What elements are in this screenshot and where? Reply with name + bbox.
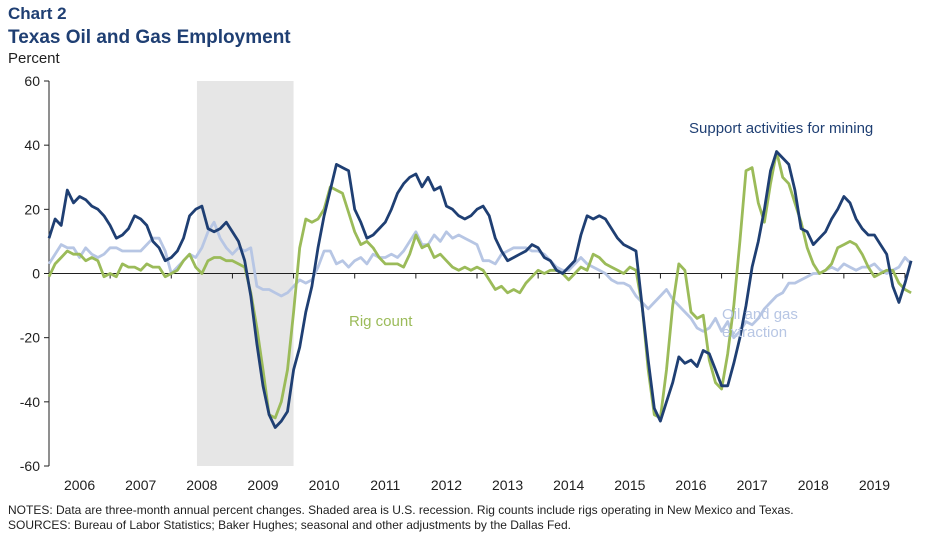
notes-block: NOTES: Data are three-month annual perce… bbox=[8, 503, 943, 533]
x-axis-ticks: 2006 2007 2008 2009 2010 2011 2012 2013 2014 2015… bbox=[64, 273, 906, 493]
rig-count-line bbox=[47, 150, 912, 420]
x-tick-label: 2014 bbox=[553, 477, 584, 493]
y-tick-label: -40 bbox=[20, 394, 40, 410]
x-tick-label: 2019 bbox=[859, 477, 890, 493]
annotation-extraction: extraction bbox=[722, 324, 787, 341]
x-tick-label: 2016 bbox=[675, 477, 706, 493]
x-tick-label: 2009 bbox=[247, 477, 278, 493]
sources-text: SOURCES: Bureau of Labor Statistics; Bak… bbox=[8, 518, 571, 532]
x-tick-label: 2011 bbox=[370, 477, 400, 493]
annotation-oil-gas: Oil and gas bbox=[722, 306, 798, 323]
y-tick-label: 60 bbox=[24, 73, 40, 89]
support-activities-line bbox=[47, 150, 913, 429]
x-tick-label: 2007 bbox=[125, 477, 156, 493]
x-tick-label: 2018 bbox=[798, 477, 829, 493]
annotation-rig-count: Rig count bbox=[349, 313, 413, 330]
x-tick-label: 2013 bbox=[492, 477, 523, 493]
y-tick-label: 40 bbox=[24, 137, 40, 153]
x-tick-label: 2008 bbox=[186, 477, 217, 493]
chart-label: Chart 2 bbox=[8, 4, 67, 23]
y-tick-label: -20 bbox=[20, 330, 40, 346]
x-tick-label: 2012 bbox=[431, 477, 462, 493]
y-tick-label: 0 bbox=[32, 266, 40, 282]
y-axis-unit-label: Percent bbox=[8, 50, 60, 67]
y-tick-label: -60 bbox=[20, 458, 40, 474]
chart-title: Texas Oil and Gas Employment bbox=[8, 27, 291, 48]
x-tick-label: 2015 bbox=[614, 477, 645, 493]
x-tick-label: 2006 bbox=[64, 477, 95, 493]
x-tick-label: 2010 bbox=[309, 477, 340, 493]
y-tick-label: 20 bbox=[24, 201, 40, 217]
oil-gas-extraction-line bbox=[47, 220, 913, 340]
notes-text: NOTES: Data are three-month annual perce… bbox=[8, 503, 794, 517]
annotation-support-activities: Support activities for mining bbox=[689, 120, 873, 137]
y-axis-ticks: -60 -40 -20 0 20 40 60 bbox=[20, 73, 49, 474]
x-tick-label: 2017 bbox=[737, 477, 768, 493]
